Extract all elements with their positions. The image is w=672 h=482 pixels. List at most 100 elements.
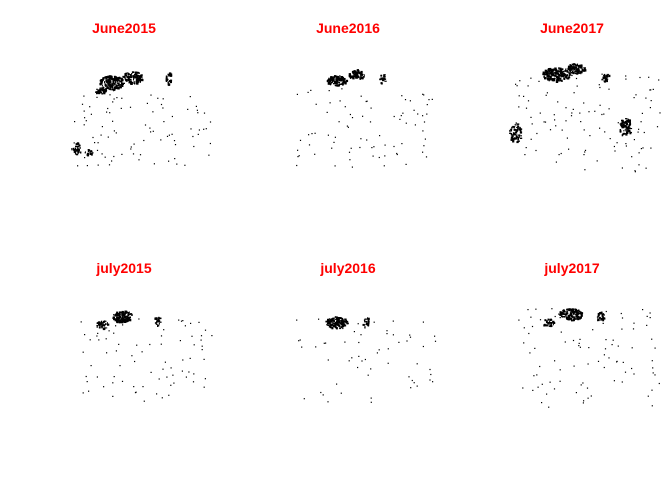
fire-pixel [152,130,154,132]
fire-pixel [625,145,627,147]
fire-pixel [107,107,109,110]
fire-pixel [130,313,133,315]
fire-pixel [597,320,599,322]
fire-pixel [596,316,599,318]
fire-pixel [115,132,117,134]
fire-pixel [167,81,169,84]
fire-pixel [600,312,603,315]
fire-pixel [122,324,124,326]
fire-pixel [378,349,380,351]
fire-pixel [156,321,159,323]
fire-pixel [531,325,534,328]
fire-pixel [130,82,132,85]
fire-pixel [159,321,162,323]
fire-pixel [640,121,642,123]
fire-pixel [619,123,622,125]
fire-pixel [333,83,335,85]
fire-pixel [154,322,158,324]
fire-pixel [117,77,120,79]
fire-pixel [111,78,113,80]
fire-pixel [523,342,525,344]
fire-pixel [104,90,107,92]
fire-pixel [83,124,85,126]
fire-pixel [554,74,557,77]
fire-pixel [81,103,84,105]
fire-pixel [601,311,603,313]
fire-pixel [113,76,116,79]
fire-pixel [129,313,131,316]
fire-pixel [101,320,103,323]
fire-pixel [325,342,327,344]
fire-pixel [167,83,170,86]
fire-pixel [654,347,656,349]
panel-title: June2015 [92,20,156,36]
fire-pixel [187,108,189,110]
fire-pixel [561,129,563,131]
fire-pixel [201,345,203,347]
fire-pixel [112,316,115,318]
fire-pixel [580,70,583,73]
fire-pixel [168,394,170,396]
fire-pixel [89,151,91,153]
fire-pixel [133,81,135,83]
fire-pixel [563,78,566,80]
fire-pixel [89,339,91,341]
fire-pixel [567,71,569,73]
fire-pixel [528,332,530,335]
fire-pixel [108,77,112,79]
fire-pixel [563,310,565,312]
fire-pixel [84,334,86,336]
fire-pixel [328,90,330,92]
fire-pixel [78,144,81,146]
fire-pixel [121,84,124,87]
fire-pixel [109,81,112,84]
fire-pixel [101,126,103,128]
fire-pixel [334,136,336,138]
fire-pixel [518,136,520,138]
fire-pixel [113,376,115,378]
fire-pixel [114,86,116,89]
fire-pixel [100,134,102,136]
fire-pixel [544,121,547,123]
fire-pixel [373,321,375,323]
fire-pixel [97,164,99,166]
fire-pixel [135,391,137,393]
fire-pixel [97,321,99,324]
fire-pixel [560,331,562,333]
fire-pixel [625,118,627,120]
fire-pixel [564,75,566,77]
fire-pixel [603,317,606,320]
fire-pixel [108,86,111,88]
fire-pixel [75,150,78,152]
fire-pixel [557,76,560,79]
panel-title: july2016 [320,260,376,276]
fire-pixel [518,319,520,321]
fire-pixel [559,70,563,72]
fire-pixel [577,318,580,321]
fire-pixel [114,79,117,82]
fire-pixel [556,75,558,78]
fire-pixel [116,316,119,319]
fire-pixel [550,325,553,327]
fire-pixel [635,94,637,96]
fire-pixel [129,106,132,108]
fire-pixel [626,127,629,130]
fire-pixel [130,146,132,148]
fire-pixel [393,145,395,148]
fire-pixel [557,101,559,103]
fire-pixel [179,340,181,342]
fire-pixel [550,71,553,74]
fire-pixel [405,122,407,124]
fire-pixel [525,147,527,149]
fire-pixel [115,313,118,316]
fire-pixel [134,75,136,79]
fire-pixel [543,76,545,78]
fire-pixel [516,85,518,87]
fire-pixel [165,75,168,77]
fire-pixel [168,75,171,76]
fire-pixel [570,315,574,317]
fire-pixel [165,78,168,82]
fire-pixel [96,325,98,328]
fire-pixel [605,339,607,341]
fire-pixel [554,315,556,318]
